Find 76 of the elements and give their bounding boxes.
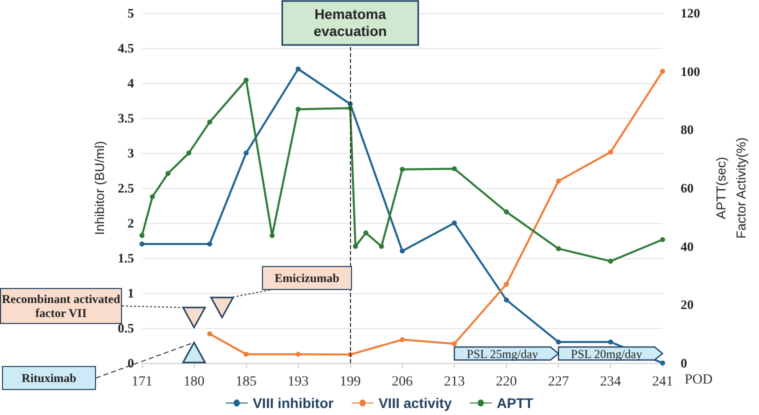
x-tick-label: 193	[288, 374, 309, 390]
annotation: PSL 25mg/day	[466, 346, 540, 360]
y2-tick-label: 20	[680, 297, 694, 312]
point	[296, 106, 301, 112]
y2-tick-label: 40	[680, 238, 694, 254]
legend-label: APTT	[496, 395, 534, 411]
x-tick-label: 185	[236, 374, 257, 390]
legend-label: VIII inhibitor	[252, 395, 334, 411]
x-tick-label: 199	[340, 374, 361, 390]
point	[608, 150, 614, 155]
point	[244, 150, 249, 156]
point	[186, 150, 192, 156]
point	[352, 244, 358, 249]
point	[400, 337, 405, 342]
x-axis-title: POD	[684, 372, 713, 388]
point	[140, 233, 144, 238]
point	[207, 331, 212, 336]
y-tick-label: 2	[128, 216, 134, 230]
x-tick-label: 234	[600, 374, 622, 390]
y2-tick-label: 100	[680, 64, 700, 79]
y-tick-label: 4.5	[118, 40, 134, 56]
point	[140, 242, 144, 246]
x-tick-label: 206	[392, 374, 413, 390]
y-tick-label: 0	[128, 356, 134, 370]
x-tick-label: 241	[652, 374, 674, 390]
point	[556, 178, 561, 184]
text: Rituximab	[2, 366, 96, 390]
y2-axis-title: APTT(sec) Factor Activity(%)	[714, 137, 748, 239]
text: Recombinant activated factor VII	[2, 292, 120, 320]
x-tick-label: 220	[496, 374, 517, 390]
y2-tick-label: 60	[680, 180, 694, 196]
x-tick-label: 227	[548, 374, 569, 390]
x-tick-label: 213	[444, 374, 465, 390]
y2-tick-label: 0	[680, 356, 688, 370]
y-tick-label: 0.5	[118, 320, 134, 336]
point	[452, 166, 457, 172]
point	[556, 246, 561, 252]
point	[244, 352, 249, 357]
y2-tick-label: 120	[680, 6, 700, 20]
annotation: Emicizumab	[262, 266, 352, 290]
point	[660, 360, 666, 366]
point	[660, 237, 666, 242]
point	[378, 244, 384, 249]
y-tick-label: 3.5	[118, 110, 134, 126]
y-tick-label: 1	[128, 286, 134, 300]
annotation: PSL 20mg/day	[570, 346, 644, 360]
x-tick-label: 171	[132, 374, 152, 390]
point	[166, 170, 171, 176]
y-tick-label: 1.5	[118, 250, 134, 266]
point	[452, 341, 457, 346]
point	[244, 78, 249, 83]
y2-tick-label: 80	[680, 122, 694, 138]
point	[296, 352, 301, 357]
point	[660, 68, 666, 74]
point	[556, 340, 561, 344]
legend-label: VIII activity	[378, 395, 452, 411]
point	[608, 340, 614, 344]
point	[363, 230, 368, 236]
point	[400, 166, 405, 172]
point	[452, 220, 457, 226]
point	[270, 233, 275, 238]
y-tick-label: 4	[128, 76, 134, 90]
point	[400, 248, 405, 254]
point	[504, 209, 509, 214]
point	[504, 282, 509, 287]
y-axis-title: Inhibitor (BU/ml)	[92, 141, 107, 235]
x-tick-label: 180	[184, 374, 205, 390]
point	[504, 298, 509, 302]
point	[150, 194, 155, 200]
y-tick-label: 5	[128, 6, 134, 20]
point	[296, 66, 301, 72]
point	[608, 258, 614, 264]
point	[207, 120, 212, 125]
y-tick-label: 2.5	[118, 180, 134, 196]
y-tick-label: 3	[128, 146, 134, 160]
point	[207, 242, 212, 246]
